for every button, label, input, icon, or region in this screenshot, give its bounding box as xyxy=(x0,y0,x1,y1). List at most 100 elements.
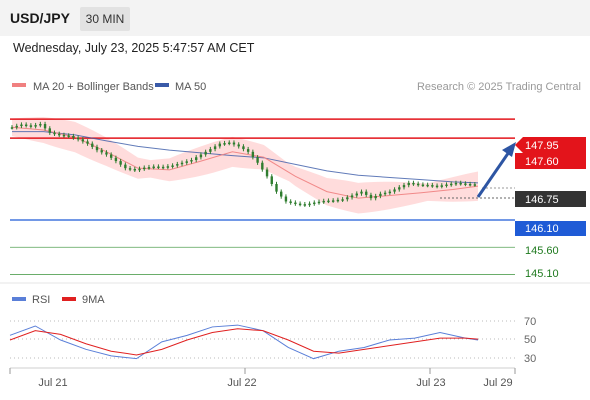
projection-arrow xyxy=(476,142,516,198)
candle-body xyxy=(388,191,392,194)
candle-body xyxy=(24,124,28,127)
candle-body xyxy=(346,197,349,200)
candle-body xyxy=(303,204,307,206)
candle-body xyxy=(383,192,387,195)
candle-body xyxy=(298,203,302,206)
candle-body xyxy=(76,137,80,140)
rsi-tick-30: 30 xyxy=(524,353,536,365)
candle-body xyxy=(218,143,222,147)
x-tick-jul22: Jul 22 xyxy=(227,377,256,389)
symbol-label: USD/JPY xyxy=(10,10,70,26)
candle-body xyxy=(308,203,311,206)
price-label-146-75: 146.75 xyxy=(515,191,586,207)
candle-body xyxy=(454,182,458,185)
candle-body xyxy=(445,184,448,187)
candle-body xyxy=(171,165,174,167)
candle-body xyxy=(407,182,410,186)
candle-body xyxy=(450,183,453,186)
candle-body xyxy=(261,162,264,170)
price-label-147-60: 147.60 xyxy=(515,153,586,169)
candle-body xyxy=(468,184,472,186)
candle-body xyxy=(435,185,439,188)
candle-body xyxy=(199,154,203,158)
candle-body xyxy=(350,195,354,198)
candle-body xyxy=(355,193,358,196)
candle-body xyxy=(105,152,108,155)
candle-body xyxy=(317,201,321,204)
rsi-lines xyxy=(9,324,479,360)
candle-body xyxy=(53,132,56,135)
ma20-legend-label: MA 20 + Bollinger Bands xyxy=(33,81,154,93)
x-axis: Jul 21 Jul 22 Jul 23 Jul 29 xyxy=(9,368,516,389)
candle-body xyxy=(204,151,207,155)
candle-body xyxy=(143,167,146,170)
price-label-145-60: 145.60 xyxy=(525,245,559,257)
price-candles xyxy=(10,121,477,207)
candle-body xyxy=(81,139,85,142)
bollinger-band xyxy=(12,116,478,214)
candle-body xyxy=(393,189,396,192)
rsi-legend-label: RSI xyxy=(32,294,50,306)
x-tick-jul29: Jul 29 xyxy=(483,377,512,389)
candle-body xyxy=(190,160,193,162)
candle-body xyxy=(48,128,51,133)
ma9-legend-swatch xyxy=(62,297,76,301)
candle-body xyxy=(133,169,136,171)
candle-body xyxy=(379,193,382,196)
candle-body xyxy=(412,182,415,185)
ma20-line xyxy=(11,126,479,199)
rsi-ma-line xyxy=(9,328,479,356)
candle-body xyxy=(119,161,122,165)
candle-body xyxy=(152,166,155,169)
candle-body xyxy=(365,191,368,195)
candle-body xyxy=(275,184,278,192)
rsi-tick-70: 70 xyxy=(524,316,536,328)
candle-body xyxy=(464,183,467,185)
ma50-line xyxy=(12,131,479,184)
x-tick-jul23: Jul 23 xyxy=(416,377,445,389)
candle-body xyxy=(157,166,160,169)
candle-body xyxy=(100,150,103,153)
svg-text:146.75: 146.75 xyxy=(525,194,559,206)
candle-body xyxy=(166,166,170,168)
ma50-legend-swatch xyxy=(155,83,169,87)
bollinger-band-fill xyxy=(12,116,478,214)
svg-text:147.60: 147.60 xyxy=(525,156,559,168)
price-label-147-95: 147.95 xyxy=(515,137,586,153)
candle-body xyxy=(374,196,377,199)
candle-body xyxy=(473,184,477,186)
candle-body xyxy=(431,185,434,187)
candle-body xyxy=(242,146,245,150)
ma20-legend-swatch xyxy=(12,83,26,87)
candle-body xyxy=(237,144,240,147)
candle-body xyxy=(213,146,217,150)
ma50-legend-label: MA 50 xyxy=(175,81,206,93)
candle-body xyxy=(265,169,269,177)
candle-body xyxy=(109,154,113,158)
candle-body xyxy=(34,125,37,127)
candle-body xyxy=(128,168,132,170)
price-label-145-10: 145.10 xyxy=(525,268,559,280)
candle-body xyxy=(284,196,288,202)
candle-body xyxy=(138,168,141,171)
candle-body xyxy=(426,184,429,187)
svg-text:147.95: 147.95 xyxy=(525,140,559,152)
rsi-tick-50: 50 xyxy=(524,334,536,346)
candle-body xyxy=(313,202,316,205)
candle-body xyxy=(124,164,127,169)
candle-body xyxy=(294,202,297,205)
candle-body xyxy=(194,157,198,160)
candle-body xyxy=(280,191,283,197)
level-lines xyxy=(10,118,515,275)
timeframe-button[interactable]: 30 MIN xyxy=(80,7,130,31)
candle-body xyxy=(39,124,42,126)
candle-body xyxy=(15,125,18,128)
candle-body xyxy=(322,200,325,203)
candle-body xyxy=(180,162,184,165)
timestamp: Wednesday, July 23, 2025 5:47:57 AM CET xyxy=(13,41,255,55)
candle-body xyxy=(29,125,33,127)
chart-header: USD/JPY 30 MIN xyxy=(0,0,590,36)
candle-body xyxy=(459,182,462,185)
